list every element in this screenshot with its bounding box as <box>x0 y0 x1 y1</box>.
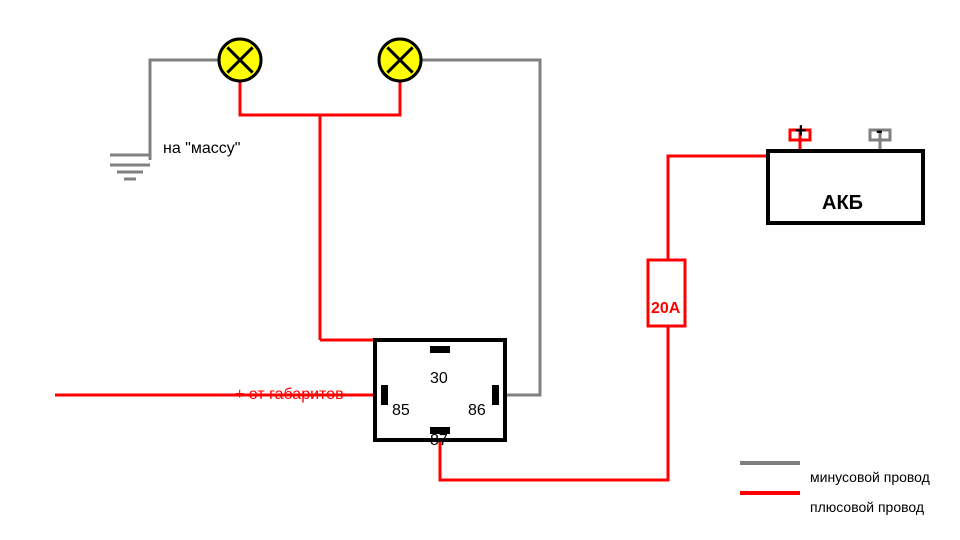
relay-box <box>375 340 505 440</box>
sidelights-label: + от габаритов <box>235 386 344 404</box>
ground-symbol <box>110 155 150 179</box>
battery-label: АКБ <box>822 192 863 215</box>
relay-87-label: 87 <box>430 432 448 450</box>
bulb-2 <box>379 39 421 81</box>
legend-plus-label: плюсовой провод <box>810 499 924 515</box>
relay-86-label: 86 <box>468 402 486 420</box>
relay-30-label: 30 <box>430 370 448 388</box>
fuse-label: 20А <box>651 300 680 318</box>
battery-plus-label: + <box>795 120 807 143</box>
wiring-diagram-svg <box>0 0 960 540</box>
battery-minus-label: - <box>876 120 883 143</box>
bulb-1 <box>219 39 261 81</box>
relay-85-label: 85 <box>392 402 410 420</box>
ground-label: на "массу" <box>163 140 240 158</box>
legend-minus-label: минусовой провод <box>810 469 930 485</box>
legend-lines <box>740 463 800 493</box>
